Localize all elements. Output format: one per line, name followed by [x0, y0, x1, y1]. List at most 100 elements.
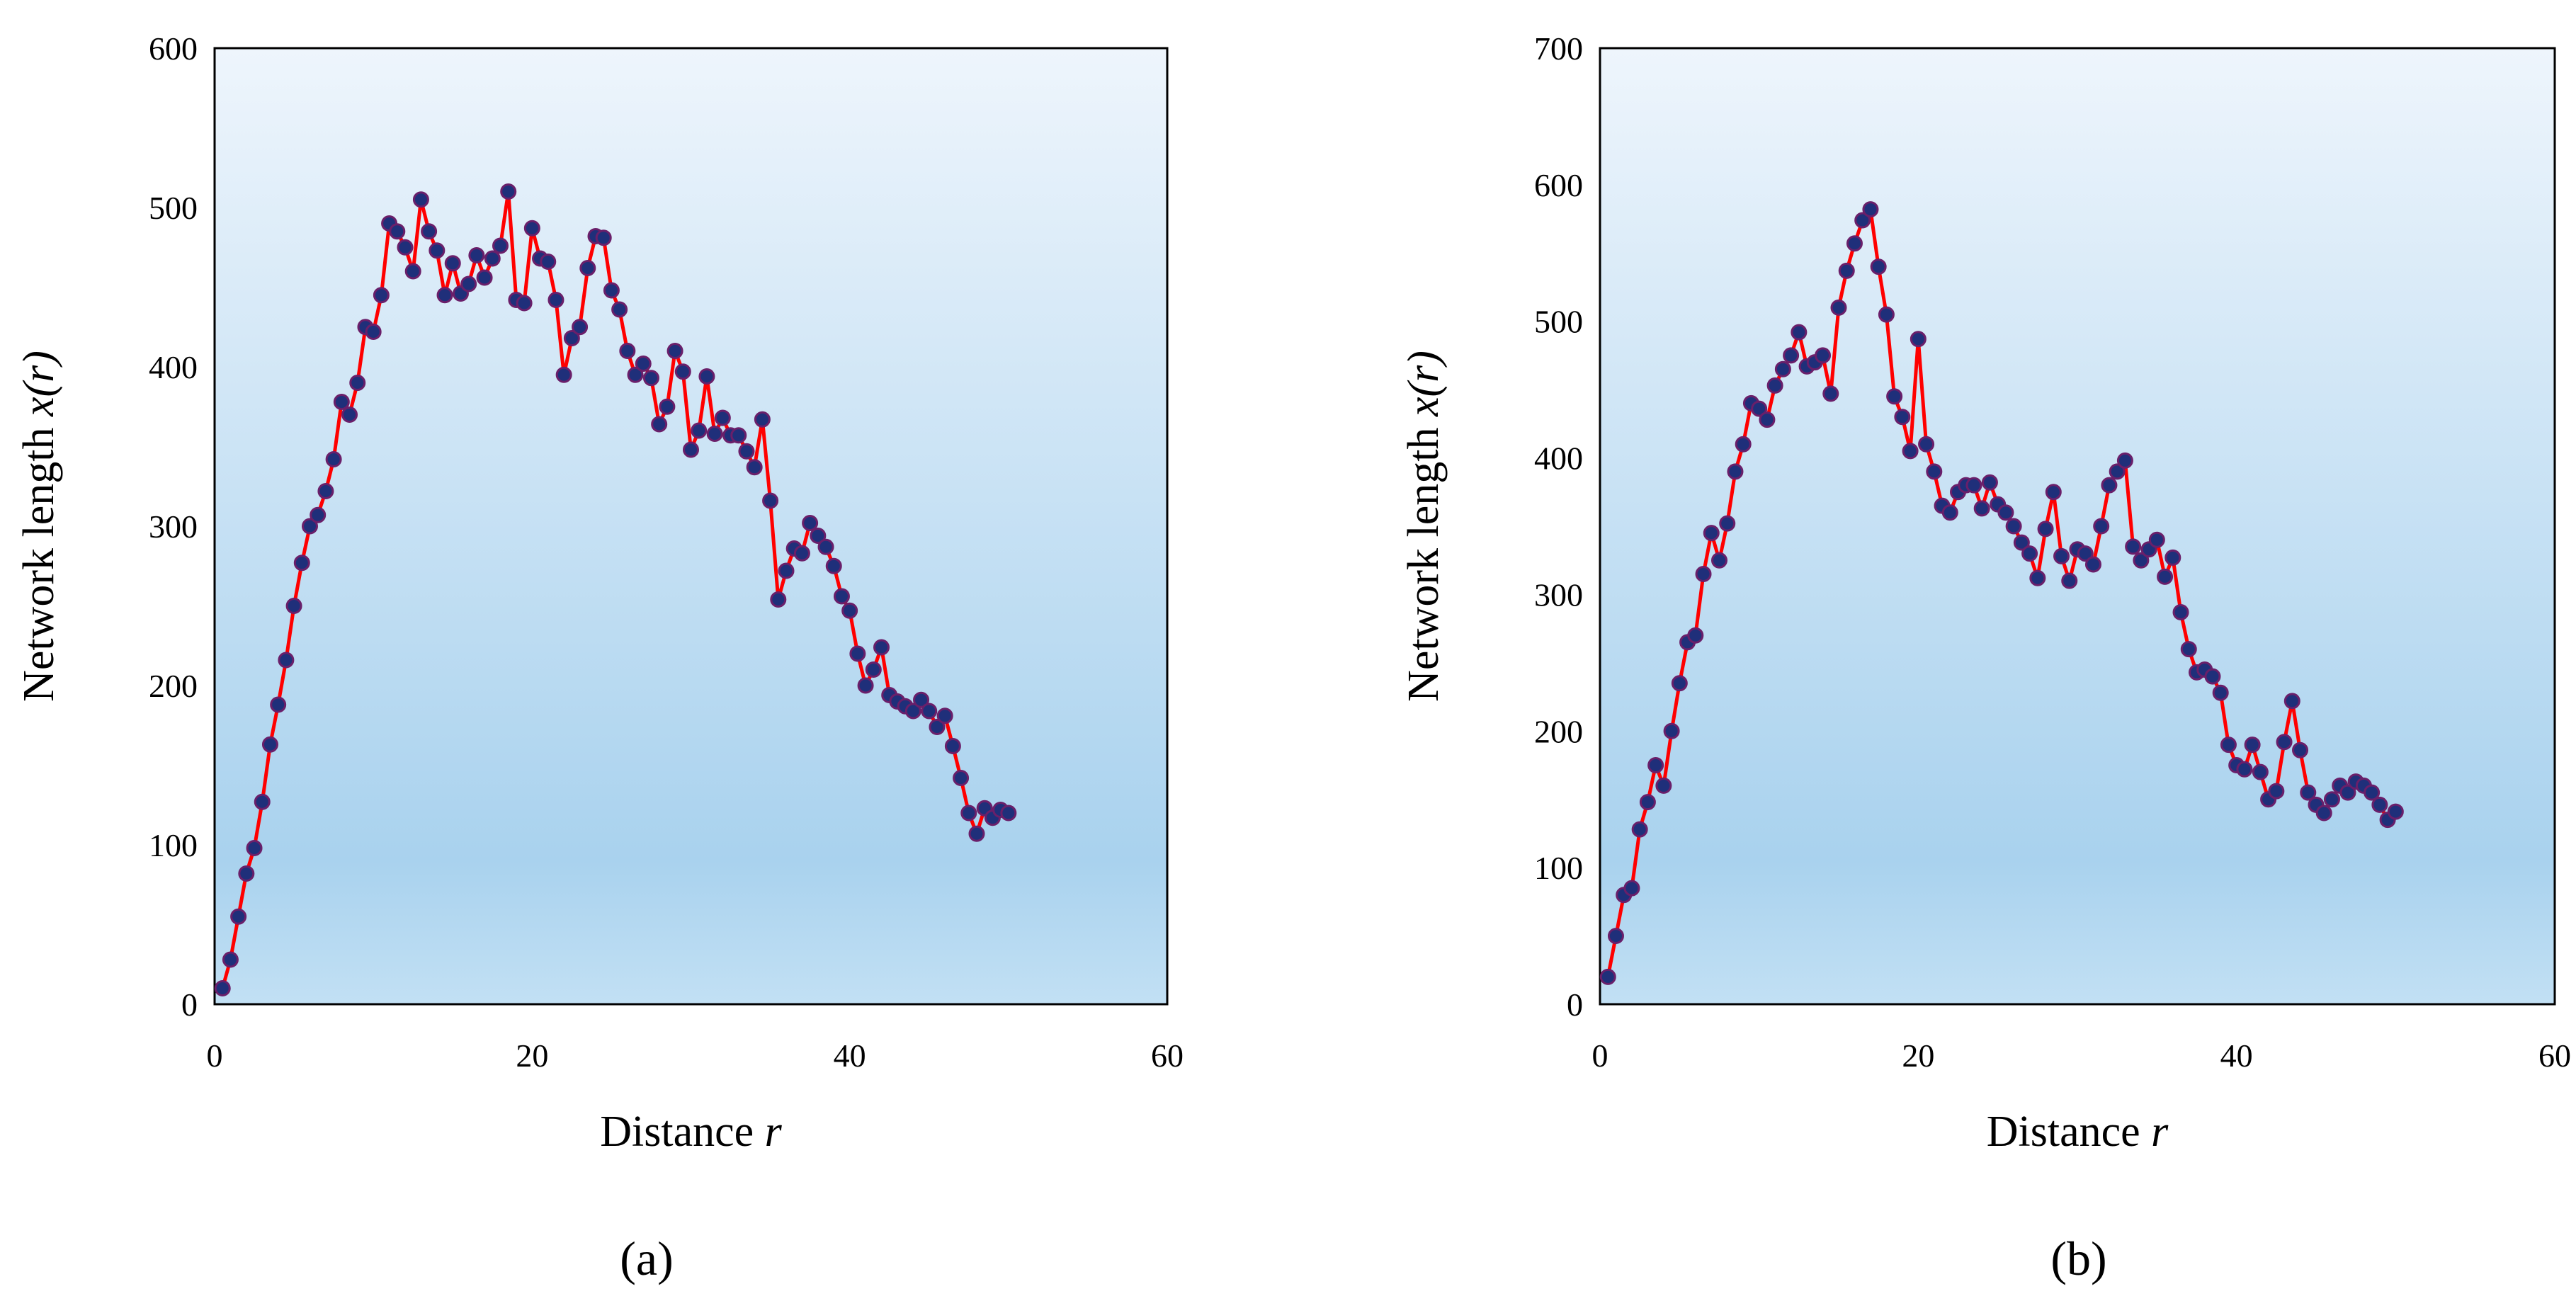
data-point [2164, 549, 2181, 566]
data-point [746, 459, 763, 476]
data-point [1926, 463, 1943, 480]
data-point [1997, 504, 2014, 521]
data-point [261, 736, 278, 753]
data-point [516, 295, 533, 312]
y-axis-label-main-a: Network length [15, 416, 63, 702]
data-point [1941, 504, 1958, 521]
data-point [2387, 803, 2404, 820]
data-point [2292, 741, 2309, 758]
y-tick-label: 200 [149, 668, 198, 704]
data-point [302, 518, 318, 535]
y-axis-label-var-b: x(r) [1400, 351, 1448, 417]
y-tick-label: 500 [149, 190, 198, 226]
data-point [523, 220, 540, 237]
data-point [810, 528, 827, 544]
data-point [793, 545, 810, 562]
data-point [2148, 531, 2165, 548]
y-axis-label-a: Network length x(r) [15, 351, 63, 702]
data-point [1766, 377, 1783, 394]
data-point [2244, 737, 2261, 754]
data-point [2029, 569, 2046, 586]
data-point [1894, 409, 1911, 426]
data-point [389, 223, 406, 240]
y-tick-label: 700 [1534, 30, 1583, 67]
data-point [691, 422, 708, 439]
data-point [285, 598, 302, 614]
y-tick-label: 200 [1534, 713, 1583, 749]
x-axis-label-var-a: r [765, 1108, 783, 1156]
data-point [1655, 777, 1672, 794]
data-point [642, 370, 659, 387]
x-tick-label: 60 [1151, 1038, 1184, 1074]
data-point [468, 247, 485, 263]
data-point [944, 738, 961, 754]
y-tick-label: 100 [149, 827, 198, 863]
data-point [246, 840, 263, 856]
data-point [603, 282, 620, 299]
data-point [230, 908, 247, 925]
x-tick-label: 20 [1902, 1038, 1934, 1074]
data-point [540, 254, 557, 270]
data-point [1719, 515, 1736, 532]
data-point [1671, 675, 1688, 692]
data-point [2315, 805, 2332, 822]
data-point [2077, 545, 2094, 562]
data-point [1830, 299, 1847, 316]
data-point [619, 343, 636, 359]
data-point [2300, 784, 2317, 801]
y-tick-label: 300 [1534, 576, 1583, 613]
data-point [666, 343, 683, 359]
data-point [1783, 347, 1800, 364]
x-tick-label: 40 [834, 1038, 866, 1074]
data-point [1918, 436, 1935, 453]
y-axis-label-main-b: Network length [1400, 416, 1448, 702]
data-point [460, 275, 477, 292]
data-point [421, 223, 438, 240]
data-point [913, 691, 930, 708]
x-tick-labels-a: 0 20 40 60 [207, 1038, 1184, 1074]
data-point [2172, 604, 2189, 620]
data-point [1599, 968, 1616, 985]
data-point [778, 562, 795, 579]
data-point [1623, 880, 1640, 897]
data-point [1751, 400, 1768, 417]
data-point [857, 677, 874, 694]
y-tick-label: 300 [149, 508, 198, 545]
data-point [730, 427, 747, 444]
data-point [904, 703, 921, 720]
data-point [2045, 484, 2062, 501]
x-tick-labels-b: 0 20 40 60 [1592, 1038, 2572, 1074]
data-point [1687, 627, 1704, 644]
x-axis-label-b: Distance r [1987, 1108, 2169, 1156]
y-axis-label-b: Network length x(r) [1400, 351, 1448, 702]
data-point [579, 260, 596, 276]
data-point [572, 319, 589, 336]
data-point [500, 183, 517, 200]
data-point [1838, 262, 1855, 279]
data-point [714, 409, 731, 426]
chart-panel-b: 0 100 200 300 400 500 600 700 0 20 40 60 Network l… [1400, 30, 2571, 1285]
data-point [833, 588, 850, 605]
y-tick-label: 0 [1567, 987, 1583, 1023]
data-point [2268, 783, 2285, 800]
data-point [2276, 734, 2293, 751]
data-point [429, 242, 446, 259]
data-point [651, 416, 668, 433]
plot-area-a [213, 47, 1169, 1006]
x-axis-label-main-b: Distance [1987, 1108, 2151, 1156]
data-point [595, 229, 612, 246]
data-point [1703, 525, 1720, 542]
data-point [349, 375, 366, 391]
data-point [222, 951, 239, 968]
data-point [373, 287, 390, 304]
panel-label-a: (a) [620, 1232, 673, 1285]
y-tick-labels-a: 0 100 200 300 400 500 600 [149, 30, 198, 1023]
data-point [698, 368, 715, 385]
data-point [412, 191, 429, 208]
x-tick-label: 20 [516, 1038, 548, 1074]
data-point [2252, 763, 2269, 780]
data-point [2236, 761, 2253, 778]
data-point [1870, 258, 1887, 275]
data-point [2101, 477, 2118, 494]
x-tick-label: 40 [2220, 1038, 2253, 1074]
